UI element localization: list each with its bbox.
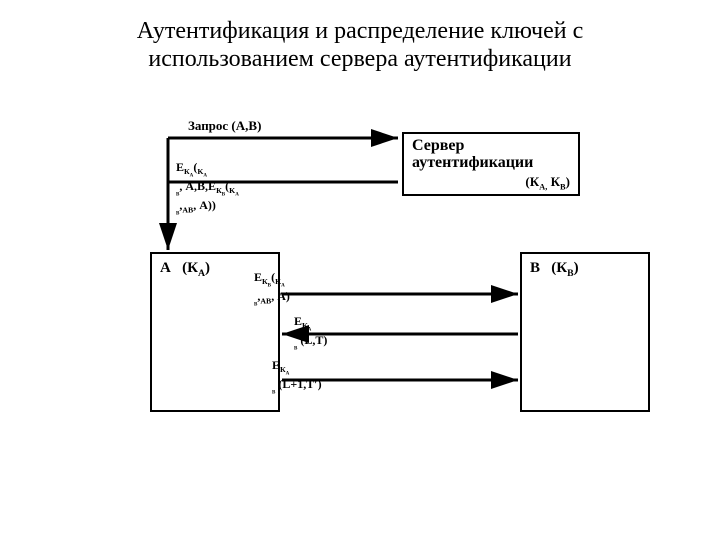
label-request: Запрос (А,В) xyxy=(188,118,261,134)
node-b-label: В (КВ) xyxy=(530,260,640,279)
page-title: Аутентификация и распределение ключей с … xyxy=(0,18,720,73)
server-title: Сервер аутентификации xyxy=(412,138,570,172)
title-line1: Аутентификация и распределение ключей с xyxy=(137,18,584,44)
label-m2: ЕКАВ (L,T) xyxy=(294,314,327,352)
label-response: ЕКА(KАВ, А,В,ЕКВ(KАВ,АВ, А)) xyxy=(176,160,239,217)
node-server: Сервер аутентификации (КА, КВ) xyxy=(402,132,580,196)
label-m3: ЕКАВ (L+1,T′) xyxy=(272,358,322,396)
server-keys: (КА, КВ) xyxy=(412,174,570,192)
label-m1: ЕКВ(KАВ,АВ, А) xyxy=(254,270,290,308)
node-b: В (КВ) xyxy=(520,252,650,412)
title-line2: использованием сервера аутентификации xyxy=(148,46,571,72)
